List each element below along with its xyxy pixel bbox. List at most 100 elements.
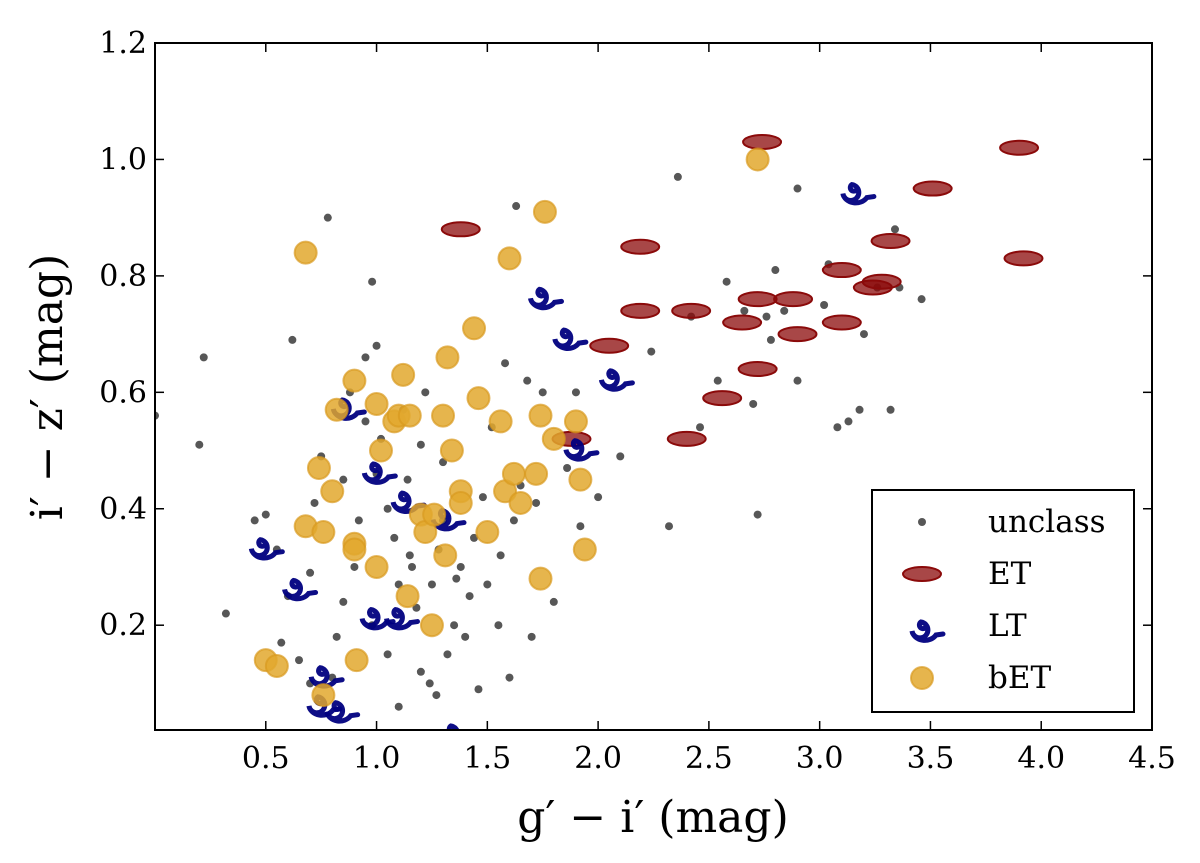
x-tick-label: 4.5 [1128, 741, 1176, 776]
bET-point [391, 362, 416, 387]
y-tick-label: 0.4 [99, 492, 147, 527]
unclass-point [456, 562, 465, 571]
unclass-point [740, 306, 749, 315]
unclass-point [505, 673, 514, 682]
unclass-point [432, 691, 441, 700]
bET-point [311, 520, 336, 545]
y-tick-label: 0.8 [99, 259, 147, 294]
bET-point [431, 403, 456, 428]
bET-point [466, 386, 491, 411]
unclass-point [820, 300, 829, 309]
ET-point [777, 326, 818, 343]
ET-point [870, 232, 911, 249]
unclass-point [833, 423, 842, 432]
bET-point [433, 543, 458, 568]
x-tick-label: 2.0 [574, 741, 622, 776]
unclass-point [722, 277, 731, 286]
bET-point [572, 537, 597, 562]
x-tick-label: 1.0 [353, 741, 401, 776]
LT-point [384, 606, 420, 631]
bET-point [293, 240, 318, 265]
unclass-point [199, 353, 208, 362]
unclass-point [713, 376, 722, 385]
legend: unclass ET LT bET [871, 489, 1135, 713]
y-tick-label: 1.0 [99, 142, 147, 177]
legend-label-unclass: unclass [988, 504, 1106, 540]
unclass-point [766, 335, 775, 344]
data-marks [155, 133, 1044, 730]
legend-marker-ET [902, 566, 942, 582]
unclass-point [780, 306, 789, 315]
series-unclass [155, 172, 926, 711]
bET-point [342, 537, 367, 562]
x-tick-label: 4.0 [1017, 741, 1065, 776]
LT-point [248, 537, 285, 561]
unclass-point [405, 551, 414, 560]
unclass-point [332, 632, 341, 641]
LT-point [361, 461, 398, 485]
unclass-point [452, 574, 461, 583]
unclass-point [323, 213, 332, 222]
bET-point [448, 490, 473, 515]
LT-point [563, 438, 600, 462]
spiral-stroke [390, 490, 427, 514]
unclass-point [416, 667, 425, 676]
unclass-point [844, 417, 853, 426]
unclass-point [310, 498, 319, 507]
unclass-point [474, 685, 483, 694]
spiral-stroke [598, 368, 635, 392]
unclass-point [339, 597, 348, 606]
bET-point [344, 648, 369, 673]
ET-point [742, 133, 783, 150]
LT-point [359, 606, 396, 631]
bET-point [532, 199, 557, 224]
bET-point [508, 490, 533, 515]
unclass-point [563, 464, 572, 473]
x-tick-label: 2.5 [685, 741, 733, 776]
bET-point [475, 520, 500, 545]
x-tick-label: 0.5 [242, 741, 290, 776]
bET-point [528, 566, 553, 591]
unclass-point [527, 632, 536, 641]
y-tick-label: 0.2 [99, 608, 147, 643]
unclass-point [496, 551, 505, 560]
tick-labels: 0.5 1.0 1.5 2.0 2.5 3.0 3.5 4.0 4.5 0.2 0.4 0.6 0.8 1… [99, 26, 1176, 776]
ET-point [861, 273, 902, 290]
ET-point [722, 314, 763, 331]
legend-label-bET: bET [988, 660, 1051, 696]
unclass-point [306, 568, 315, 577]
bET-point [462, 316, 487, 341]
bET-point [439, 438, 464, 463]
unclass-point [538, 388, 547, 397]
bET-point [422, 502, 447, 527]
axis-ticks [155, 42, 1153, 730]
spiral-stroke [282, 577, 319, 602]
y-tick-label: 0.6 [99, 375, 147, 410]
unclass-point [859, 330, 868, 339]
unclass-point [250, 516, 259, 525]
bET-point [501, 461, 526, 486]
spiral-stroke [552, 327, 589, 351]
LT-point [598, 368, 635, 392]
spiral-stroke [528, 286, 565, 311]
unclass-point [361, 353, 370, 362]
bET-point [563, 409, 588, 434]
x-tick-label: 1.5 [463, 741, 511, 776]
LT-point [324, 700, 361, 724]
unclass-point [416, 440, 425, 449]
unclass-point [647, 347, 656, 356]
ET-point [912, 180, 953, 197]
ET-point [620, 302, 661, 319]
unclass-point [855, 405, 864, 414]
unclass-point [594, 493, 603, 502]
bET-point [488, 409, 513, 434]
bET-point [342, 368, 367, 393]
unclass-point [917, 295, 926, 304]
unclass-point [532, 498, 541, 507]
ET-point [773, 291, 814, 308]
unclass-point [665, 522, 674, 531]
unclass-point [465, 592, 474, 601]
unclass-point [390, 533, 399, 542]
unclass-point [277, 638, 286, 647]
bET-point [395, 584, 420, 609]
